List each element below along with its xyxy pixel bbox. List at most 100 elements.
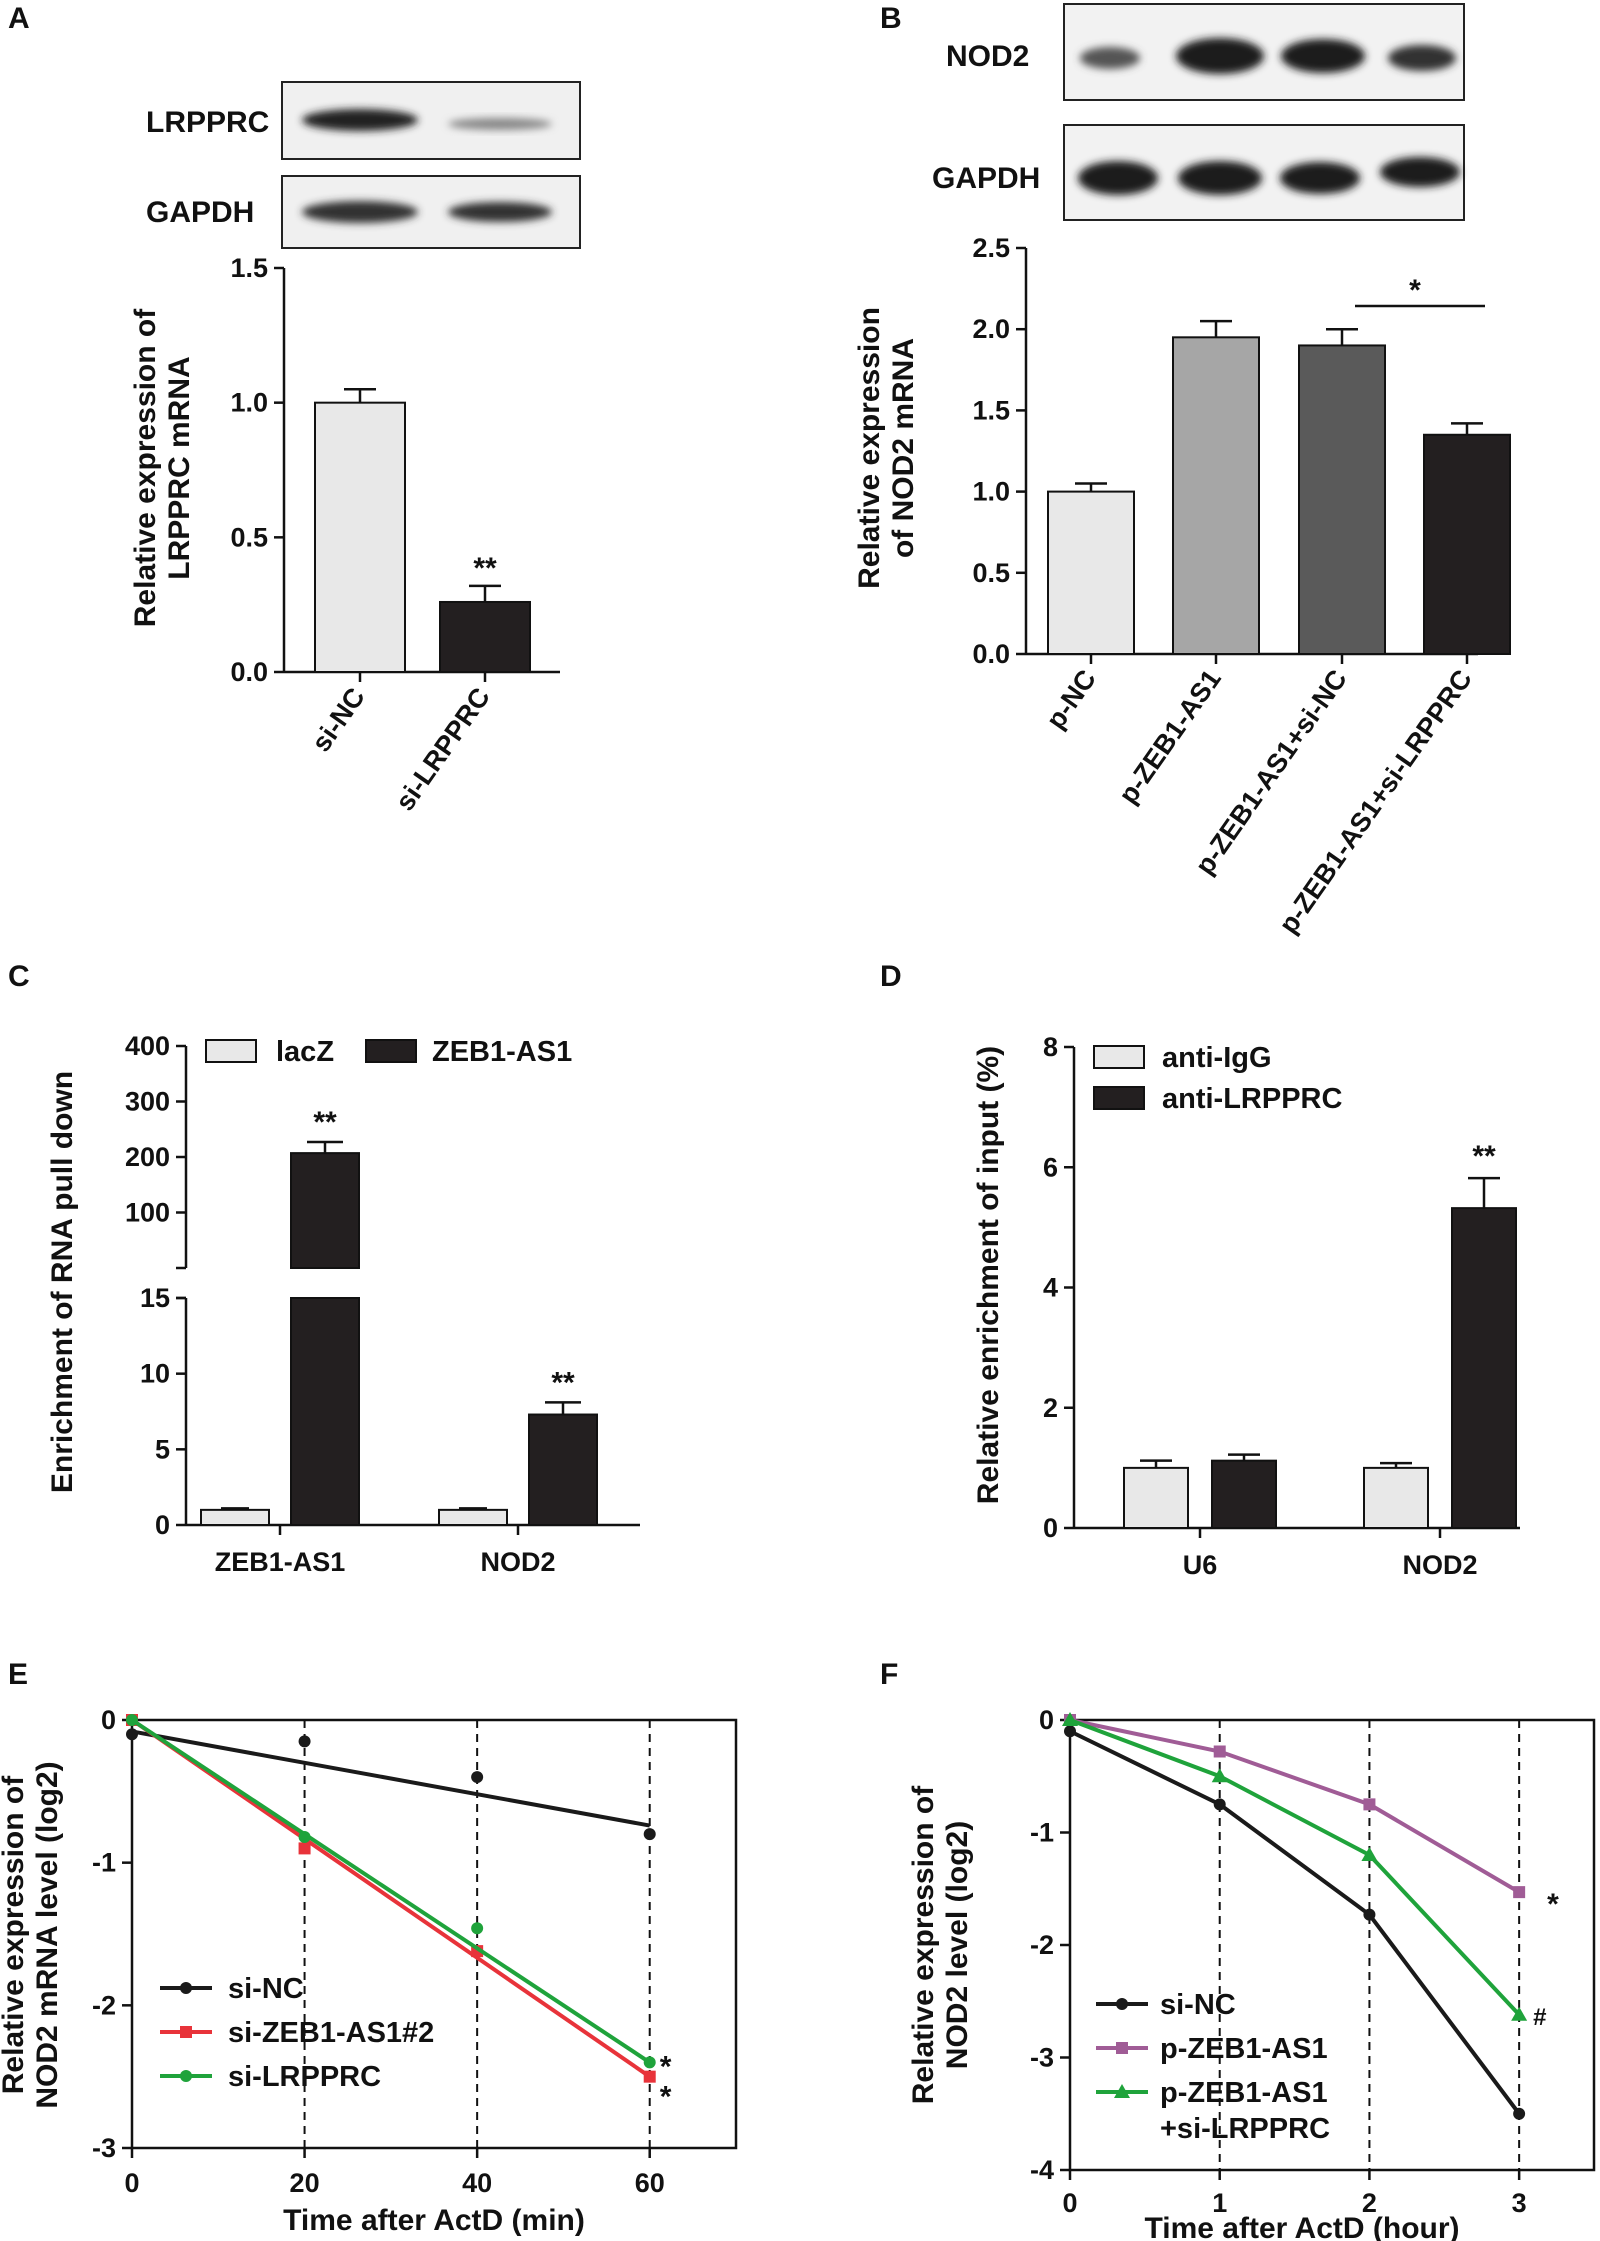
- chart-b: 0.0 0.5 1.0 1.5 2.0 2.5 Relative expression of …: [853, 233, 1511, 939]
- f-x-tick-label: 0: [1062, 2188, 1077, 2218]
- f-p-ZEB1-AS1 +si-LRPPRC-marker-triangle: [1511, 2006, 1528, 2021]
- b-x-tick-label: p-NC: [1040, 664, 1102, 734]
- panel-label-a: A: [8, 2, 30, 35]
- f-si-NC-marker-circle: [1213, 1798, 1226, 1811]
- c-bar-lacz-ZEB1-AS1: [200, 1508, 270, 1527]
- blot-label-nod2: NOD2: [946, 40, 1029, 73]
- e-si-NC-marker-circle: [126, 1728, 138, 1741]
- d-legend-swatch-antiigg: [1093, 1045, 1145, 1069]
- e-si-NC-marker-circle: [643, 1828, 656, 1841]
- band-nod2-4: [1388, 45, 1456, 71]
- b-significance-label: *: [1409, 274, 1421, 307]
- b-y-tick-label: 1.5: [972, 395, 1010, 425]
- e-si-LRPPRC-marker-circle: [298, 1830, 311, 1843]
- e-si-LRPPRC-marker-circle: [643, 2056, 656, 2069]
- d-bar-anti-IgG-U6: [1123, 1466, 1189, 1529]
- c-bar-lacz-NOD2: [438, 1508, 508, 1527]
- c-significance-label: **: [313, 1106, 337, 1139]
- e-series-line-si-NC: [131, 1729, 651, 1828]
- d-legend-label-antilrpprc: anti-LRPPRC: [1162, 1083, 1343, 1115]
- c-y-tick-label: 100: [125, 1198, 170, 1228]
- a-y-tick-label: 0.0: [230, 657, 268, 687]
- a-bar-si-LRPPRC: [439, 600, 531, 673]
- f-si-NC-marker-circle: [1363, 1908, 1376, 1921]
- e-plot-frame: [130, 1718, 738, 2150]
- b-y-tick-label: 2.0: [972, 314, 1010, 344]
- f-p-ZEB1-AS1-marker-square: [1363, 1798, 1376, 1811]
- e-x-label: Time after ActD (min): [283, 2204, 585, 2237]
- c-y-tick-label: 0: [155, 1510, 170, 1540]
- e-si-LRPPRC-marker-circle: [471, 1922, 484, 1935]
- a-x-tick-label: si-LRPPRC: [390, 682, 496, 816]
- c-legend-label-zeb1as1: ZEB1-AS1: [432, 1036, 572, 1068]
- f-series-line-p-ZEB1-AS1: [1069, 1718, 1521, 1894]
- panel-label-e: E: [8, 1658, 28, 1691]
- f-legend-label: p-ZEB1-AS1: [1160, 2033, 1328, 2065]
- b-y-label: Relative expression: [853, 307, 886, 589]
- e-significance-label: *: [660, 2050, 672, 2083]
- panel-label-c: C: [8, 960, 30, 993]
- chart-f: -4 -3 -2 -1 0 0 1 2 3 Time after ActD (hour) Relat…: [907, 1705, 1596, 2241]
- c-bar-zeb1as1-upper-ZEB1-AS1: [290, 1152, 360, 1269]
- panel-label-b: B: [880, 2, 902, 35]
- f-y-tick-label: -3: [1030, 2043, 1054, 2073]
- c-bar-zeb1as1-lower-ZEB1-AS1: [290, 1297, 360, 1526]
- f-p-ZEB1-AS1 +si-LRPPRC-marker-triangle: [1062, 1712, 1078, 1726]
- blot-label-lrpprc: LRPPRC: [146, 106, 269, 139]
- f-si-NC-marker-circle: [1064, 1725, 1076, 1738]
- f-legend-marker-triangle: [1114, 2084, 1130, 2098]
- f-y-tick-label: -4: [1030, 2155, 1054, 2185]
- a-y-tick-label: 1.5: [230, 253, 268, 283]
- band-gapdh-a-2: [448, 202, 552, 222]
- f-y-tick-label: -1: [1030, 1818, 1054, 1848]
- b-bar-p-ZEB1-AS1+si-NC: [1298, 344, 1386, 655]
- e-legend-marker-circle: [180, 1982, 192, 1994]
- a-y-tick-label: 0.5: [230, 522, 268, 552]
- d-bar-anti-LRPPRC-NOD2: [1451, 1207, 1517, 1529]
- chart-a: 0.0 0.5 1.0 1.5 Relative expression of LRPPRC…: [129, 253, 560, 816]
- f-legend-marker-square: [1116, 2042, 1128, 2054]
- f-legend-label: p-ZEB1-AS1: [1160, 2077, 1328, 2109]
- f-legend-label: si-NC: [1160, 1989, 1236, 2021]
- chart-d: 0 2 4 6 8 Relative enrichment of input (%) U6 N…: [972, 1032, 1520, 1580]
- b-y-tick-label: 0.5: [972, 558, 1010, 588]
- d-bar-anti-LRPPRC-U6: [1211, 1459, 1277, 1530]
- f-p-ZEB1-AS1-marker-square: [1213, 1745, 1226, 1758]
- e-series-line-si-LRPPRC: [130, 1718, 651, 2065]
- b-bar-p-ZEB1-AS1+si-LRPPRC: [1423, 433, 1511, 656]
- chart-e: -3 -2 -1 0 0 20 40 60 Time after ActD (min) Relat…: [0, 1705, 738, 2237]
- d-x-tick-label: NOD2: [1402, 1550, 1477, 1580]
- c-bar-zeb1as1-NOD2: [528, 1413, 598, 1526]
- blot-a: LRPPRC GAPDH: [146, 81, 581, 249]
- b-y-label: of NOD2 mRNA: [887, 338, 920, 558]
- f-x-tick-label: 2: [1362, 2188, 1377, 2218]
- d-x-tick-label: U6: [1183, 1550, 1218, 1580]
- f-significance-label: *: [1547, 1888, 1559, 1921]
- d-bar-anti-IgG-NOD2: [1363, 1466, 1429, 1529]
- e-x-tick-label: 60: [635, 2168, 665, 2198]
- c-legend-swatch-lacz: [205, 1039, 257, 1063]
- e-y-tick-label: 0: [101, 1705, 116, 1735]
- b-x-tick-label: p-ZEB1-AS1: [1113, 664, 1227, 809]
- c-x-tick-label: NOD2: [480, 1547, 555, 1577]
- e-si-ZEB1-AS1#2-marker-square: [643, 2070, 656, 2083]
- band-gapdh-a-1: [302, 201, 418, 223]
- e-y-tick-label: -1: [92, 1848, 116, 1878]
- e-y-tick-label: -3: [92, 2133, 116, 2163]
- f-y-label: NOD2 level (log2): [941, 1821, 974, 2069]
- c-y-tick-label: 400: [125, 1031, 170, 1061]
- a-y-tick-label: 1.0: [230, 388, 268, 418]
- a-bar-si-NC: [314, 401, 406, 673]
- band-lrpprc-sinc: [302, 109, 418, 131]
- d-y-tick-label: 4: [1043, 1273, 1058, 1303]
- blot-b: NOD2 GAPDH: [932, 3, 1465, 221]
- e-y-label: Relative expression of: [0, 1775, 30, 2094]
- e-x-tick-label: 40: [462, 2168, 492, 2198]
- a-y-label: Relative expression of: [129, 308, 162, 627]
- f-legend-label: +si-LRPPRC: [1160, 2113, 1330, 2145]
- f-significance-label: #: [1533, 2004, 1546, 2031]
- f-series-line-p-ZEB1-AS1 +si-LRPPRC: [1069, 1718, 1521, 2017]
- chart-c: 0 5 10 15 100 200 300 400 Enrichment of RNA pull…: [46, 1031, 640, 1577]
- e-significance-label: *: [660, 2081, 672, 2114]
- band-gapdh-b-1: [1078, 161, 1158, 195]
